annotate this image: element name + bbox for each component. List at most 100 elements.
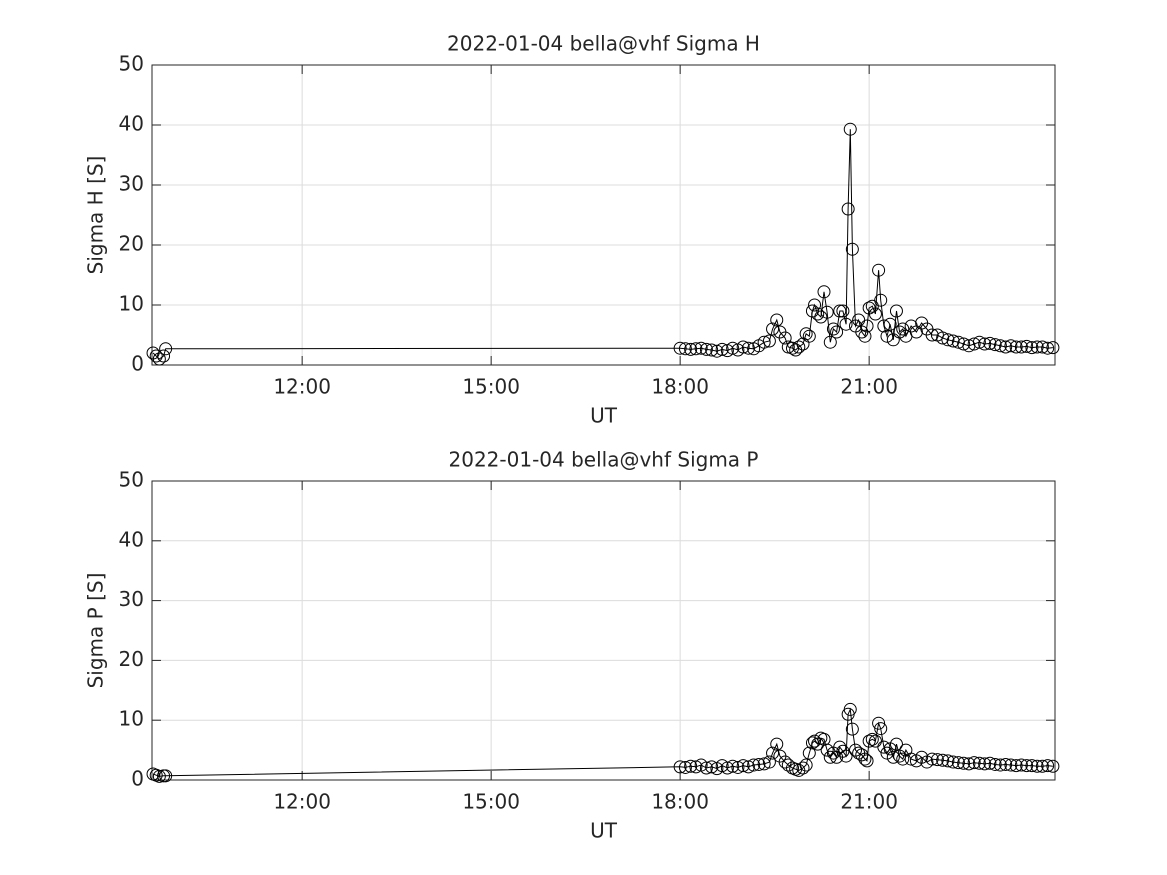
data-point [845, 722, 859, 736]
data-line [152, 129, 1053, 360]
data-point [778, 331, 792, 345]
data-point [877, 740, 891, 754]
data-point [896, 752, 910, 766]
data-point [941, 754, 955, 768]
data-point [799, 758, 813, 772]
data-point [1030, 759, 1044, 773]
y-tick-label: 40 [119, 112, 144, 136]
data-point [694, 341, 708, 355]
data-point [993, 339, 1007, 353]
data-point [1025, 759, 1039, 773]
data-point [972, 756, 986, 770]
y-tick-label: 30 [119, 587, 144, 611]
data-point [946, 334, 960, 348]
data-point [757, 335, 771, 349]
data-point [957, 756, 971, 770]
data-point [889, 737, 903, 751]
x-tick-label: 12:00 [273, 375, 331, 399]
data-point [678, 760, 692, 774]
data-point [736, 759, 750, 773]
data-point [839, 749, 853, 763]
data-point [159, 769, 173, 783]
data-point [841, 202, 855, 216]
data-point [823, 335, 837, 349]
data-point [999, 757, 1013, 771]
plot-area [152, 481, 1055, 780]
data-point [830, 325, 844, 339]
x-tick-label: 15:00 [462, 790, 520, 814]
data-point [715, 342, 729, 356]
x-tick-label: 18:00 [651, 375, 709, 399]
data-point [808, 298, 822, 312]
y-tick-label: 0 [131, 352, 144, 376]
data-point [673, 760, 687, 774]
data-point [757, 757, 771, 771]
data-point [988, 757, 1002, 771]
chart-title: 2022-01-04 bella@vhf Sigma P [449, 448, 759, 472]
data-point [799, 327, 813, 341]
data-point [157, 349, 171, 363]
data-point [726, 759, 740, 773]
data-point [159, 342, 173, 356]
data-point [762, 334, 776, 348]
data-point [858, 329, 872, 343]
data-point [860, 754, 874, 768]
data-point [1041, 341, 1055, 355]
data-point [860, 319, 874, 333]
y-tick-label: 50 [119, 52, 144, 76]
data-point [741, 341, 755, 355]
data-point [925, 328, 939, 342]
data-point [699, 342, 713, 356]
x-tick-label: 21:00 [840, 790, 898, 814]
data-point [770, 313, 784, 327]
x-axis-label: UT [590, 404, 618, 428]
data-point [802, 329, 816, 343]
data-point [781, 758, 795, 772]
data-point [1014, 758, 1028, 772]
data-point [823, 750, 837, 764]
data-point [962, 757, 976, 771]
y-tick-label: 20 [119, 232, 144, 256]
data-point [941, 333, 955, 347]
data-point [972, 335, 986, 349]
data-point [925, 752, 939, 766]
data-point [673, 341, 687, 355]
data-point [826, 322, 840, 336]
data-point [843, 702, 857, 716]
data-point [1004, 758, 1018, 772]
data-point [957, 337, 971, 351]
data-point [726, 341, 740, 355]
data-point [805, 736, 819, 750]
data-point [1009, 759, 1023, 773]
y-axis-label: Sigma H [S] [84, 156, 108, 275]
data-point [886, 333, 900, 347]
data-point [872, 263, 886, 277]
data-point [858, 752, 872, 766]
data-point [978, 757, 992, 771]
data-point [893, 325, 907, 339]
data-point [792, 340, 806, 354]
y-tick-label: 10 [119, 707, 144, 731]
data-point [883, 317, 897, 331]
x-axis-label: UT [590, 819, 618, 843]
data-point [811, 307, 825, 321]
data-point [766, 746, 780, 760]
x-tick-label: 15:00 [462, 375, 520, 399]
data-point [1025, 341, 1039, 355]
data-point [967, 337, 981, 351]
data-point [1035, 340, 1049, 354]
data-point [1014, 340, 1028, 354]
data-point [684, 342, 698, 356]
data-point [1020, 759, 1034, 773]
data-point [820, 305, 834, 319]
data-point [770, 737, 784, 751]
data-point [904, 752, 918, 766]
data-point [796, 761, 810, 775]
data-point [993, 758, 1007, 772]
data-point [880, 746, 894, 760]
data-point [874, 722, 888, 736]
data-point [152, 769, 166, 783]
data-point [752, 757, 766, 771]
data-point [845, 242, 859, 256]
data-point [1009, 340, 1023, 354]
